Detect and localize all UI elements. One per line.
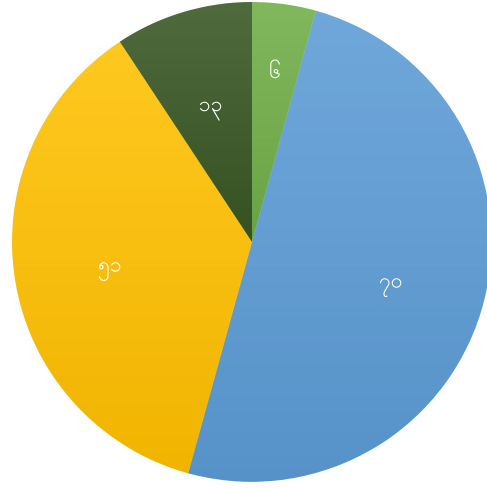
slice-label-3: ၁၃ — [199, 92, 223, 121]
slice-label-0: ၆ — [269, 58, 281, 83]
pie-slice-0 — [252, 2, 316, 242]
pie-slice-3 — [119, 1, 252, 242]
pie-slice-2 — [11, 41, 252, 474]
slice-label-2: ၅၁ — [98, 253, 122, 282]
pie-slice-1 — [188, 10, 487, 482]
slices-layer — [11, 1, 487, 482]
labels-layer: ၆၇၀ ၅၁ ၁၃ — [98, 58, 403, 297]
slice-label-1: ၇၀ — [379, 268, 403, 297]
